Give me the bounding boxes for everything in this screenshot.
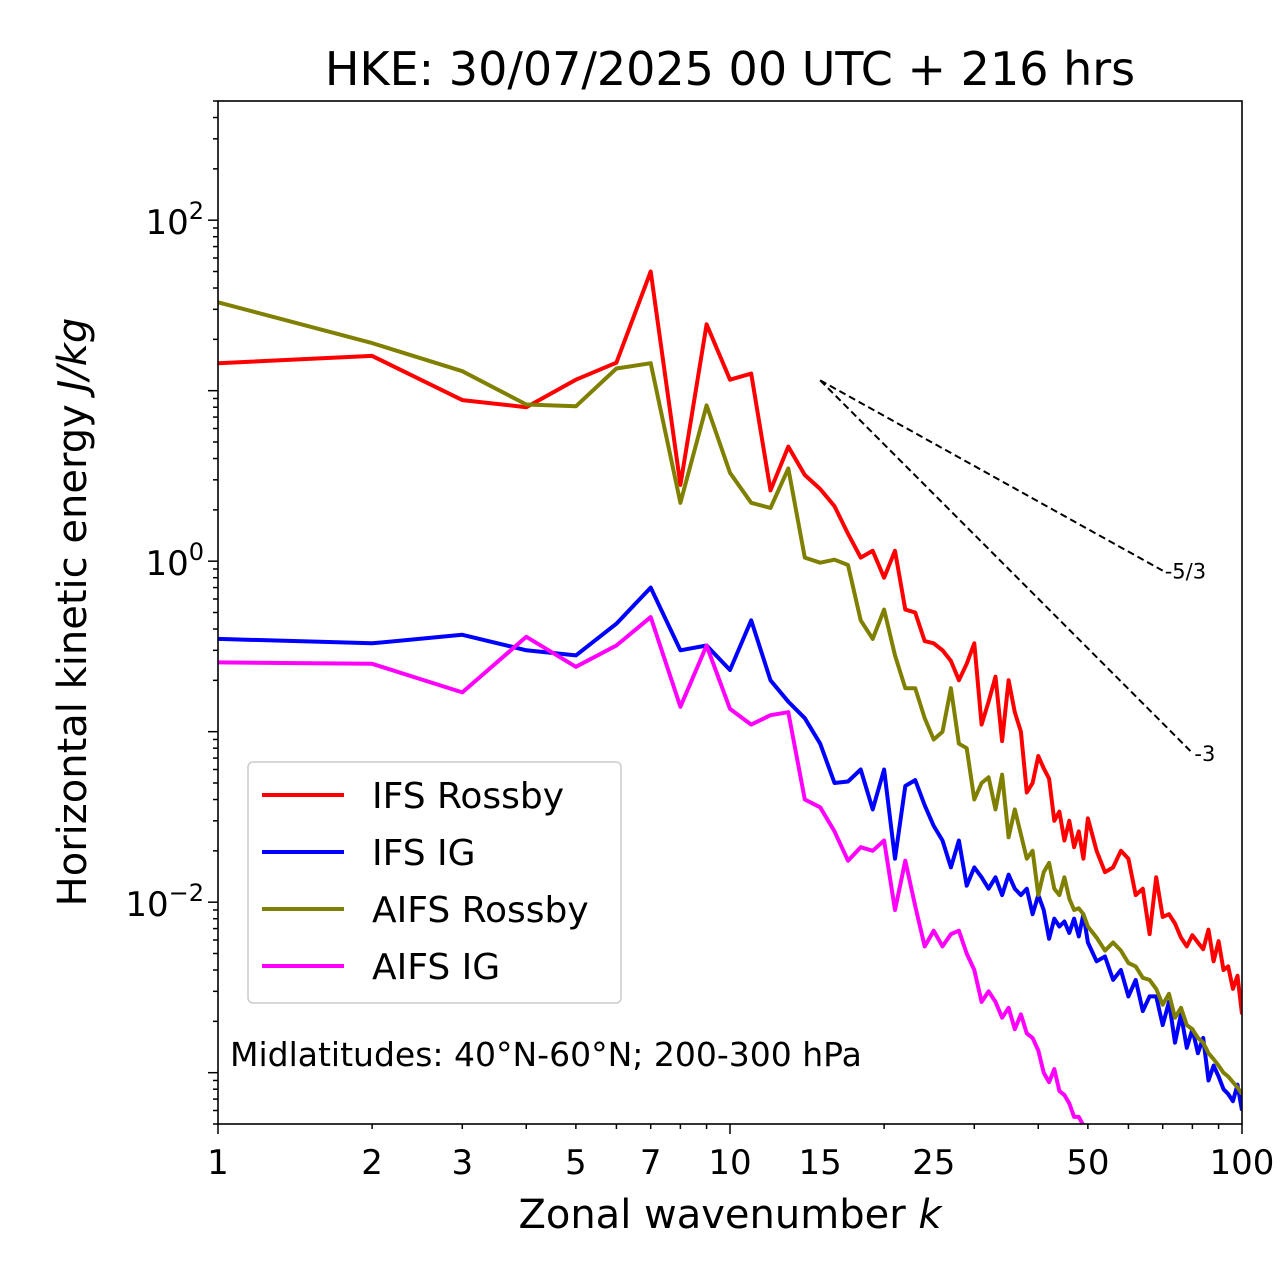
reference-slope-line-1 (819, 379, 1164, 572)
y-axis-unit: J/kg (50, 318, 96, 399)
x-axis-label: Zonal wavenumber k (518, 1192, 943, 1238)
y-tick-label: 100 (145, 538, 204, 584)
chart-title: HKE: 30/07/2025 00 UTC + 216 hrs (325, 42, 1135, 96)
y-axis-label: Horizontal kinetic energy J/kg (50, 318, 96, 907)
legend-label-aifs-rossby: AIFS Rossby (372, 890, 589, 931)
series-line-ifs-ig (218, 585, 1242, 1111)
reference-slope-label-1: -5/3 (1165, 560, 1206, 584)
x-tick-label: 3 (451, 1143, 473, 1183)
x-tick-label: 5 (565, 1143, 587, 1183)
series-line-aifs-ig (218, 615, 1085, 1124)
x-tick-label: 10 (708, 1143, 751, 1183)
y-axis-label-text: Horizontal kinetic energy (50, 404, 96, 906)
y-axis-ticks: 102 100 10−2 (125, 100, 218, 1125)
y-tick-label: 102 (145, 197, 204, 243)
legend-entries: IFS Rossby IFS IG AIFS Rossby AIFS IG (262, 776, 589, 988)
x-tick-label: 100 (1210, 1143, 1275, 1183)
x-tick-label: 15 (799, 1143, 842, 1183)
x-axis-ticks: 1 2 3 5 7 10 15 25 50 100 (207, 1124, 1274, 1183)
y-tick-label: 10−2 (125, 879, 204, 925)
series-line-ifs-rossby (218, 269, 1242, 1015)
x-tick-label: 1 (207, 1143, 229, 1183)
legend-label-ifs-ig: IFS IG (372, 833, 476, 874)
x-axis-symbol: k (918, 1192, 943, 1238)
legend: IFS Rossby IFS IG AIFS Rossby AIFS IG (247, 761, 622, 1004)
x-axis-label-text: Zonal wavenumber (518, 1192, 906, 1238)
data-series-layer (218, 269, 1242, 1124)
x-tick-label: 2 (361, 1143, 383, 1183)
legend-box (247, 761, 622, 1004)
series-line-aifs-rossby (218, 300, 1242, 1096)
x-tick-label: 50 (1066, 1143, 1109, 1183)
legend-label-ifs-rossby: IFS Rossby (372, 776, 564, 817)
region-annotation: Midlatitudes: 40°N-60°N; 200-300 hPa (230, 1035, 862, 1074)
reference-slope-label-2: -3 (1194, 742, 1215, 766)
legend-label-aifs-ig: AIFS IG (372, 947, 500, 988)
x-tick-label: 7 (640, 1143, 662, 1183)
x-tick-label: 25 (912, 1143, 955, 1183)
